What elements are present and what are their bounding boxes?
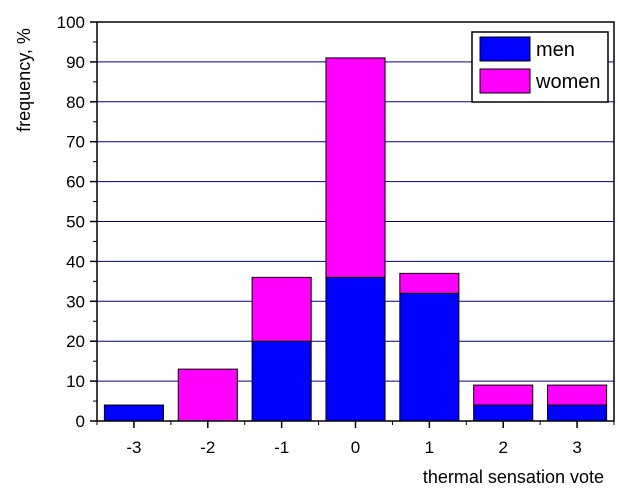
- x-tick-label: -3: [126, 438, 141, 457]
- x-tick-label: -2: [200, 438, 215, 457]
- bar-men--3: [103, 404, 164, 422]
- y-tick-label: 90: [66, 53, 85, 72]
- x-tick-label: 2: [498, 438, 507, 457]
- bar-men-0: [325, 276, 386, 422]
- y-tick-label: 40: [66, 252, 85, 271]
- y-tick-label: 10: [66, 372, 85, 391]
- y-tick-label: 100: [57, 13, 85, 32]
- y-tick-label: 60: [66, 173, 85, 192]
- legend-swatch-women: [479, 68, 531, 94]
- y-tick-label: 20: [66, 332, 85, 351]
- x-tick-label: -1: [274, 438, 289, 457]
- x-axis: -3 -2 -1 0 1 2 3: [96, 421, 615, 457]
- x-axis-title: thermal sensation vote: [423, 467, 604, 487]
- legend-label-men: men: [536, 39, 575, 61]
- bar-women-1: [399, 272, 460, 294]
- legend-label-women: women: [535, 71, 600, 93]
- bar-men-2: [473, 404, 534, 422]
- legend-swatch-men: [479, 36, 531, 62]
- x-tick-label: 1: [425, 438, 434, 457]
- bar-women--1: [251, 276, 312, 342]
- y-tick-label: 0: [76, 412, 85, 431]
- x-tick-label: 3: [572, 438, 581, 457]
- y-tick-label: 80: [66, 93, 85, 112]
- bar-women-3: [547, 384, 608, 406]
- y-tick-label: 30: [66, 292, 85, 311]
- legend: men women: [471, 31, 609, 103]
- y-axis: 0 10 20 30 40 50 60 70 80 90 100: [57, 13, 97, 431]
- bar-women--2: [177, 368, 238, 422]
- y-tick-label: 50: [66, 213, 85, 232]
- bar-men-1: [399, 292, 460, 422]
- bar-men-3: [547, 404, 608, 422]
- bar-women-2: [473, 384, 534, 406]
- bar-women-0: [325, 57, 386, 278]
- bars: [103, 57, 608, 422]
- y-tick-label: 70: [66, 133, 85, 152]
- x-tick-label: 0: [351, 438, 360, 457]
- y-axis-title: frequency, %: [14, 28, 34, 132]
- bar-men--1: [251, 340, 312, 422]
